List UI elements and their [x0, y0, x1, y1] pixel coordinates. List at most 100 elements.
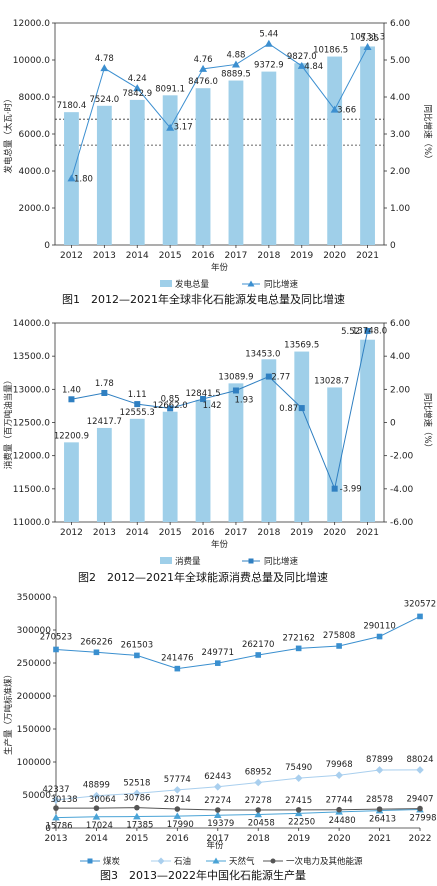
x-tick-label: 2014: [126, 528, 149, 538]
line-data-label: 1.78: [95, 379, 114, 389]
y-axis-title: 生产量（万吨标准煤）: [3, 670, 14, 755]
y-tick-label: 150000: [17, 725, 52, 735]
line-point: [214, 660, 221, 666]
line-data-label: 48899: [83, 781, 110, 791]
x-tick-label: 2020: [328, 834, 351, 844]
bar: [261, 71, 277, 245]
y2-tick-label: -6.00: [390, 518, 414, 528]
line-data-label: 75490: [285, 763, 312, 773]
line-point: [134, 401, 141, 408]
x-tick-label: 2021: [368, 834, 391, 844]
legend-marker: [248, 558, 254, 564]
legend-marker: [270, 858, 276, 864]
line-point: [363, 43, 372, 51]
line-data-label: 17385: [126, 821, 153, 831]
line-point: [336, 643, 342, 649]
line-data-label: 3.17: [174, 123, 193, 133]
line-point: [231, 60, 240, 68]
figure-caption: 图1 2012—2021年全球非化石能源发电总量及同比增速: [62, 292, 345, 306]
bar: [360, 339, 375, 522]
line-point: [298, 405, 305, 412]
x-tick-label: 2020: [323, 528, 346, 538]
legend-label: 石油: [174, 856, 191, 867]
legend-swatch-bar: [160, 557, 172, 564]
y-tick-label: 12000.0: [13, 452, 50, 462]
bar-data-label: 7524.0: [89, 95, 119, 105]
legend-label-bar: 消费量: [175, 556, 201, 567]
y-axis-title: 发电总量（太瓦·时）: [3, 94, 14, 173]
bar-data-label: 12662.0: [153, 401, 188, 411]
line-point: [364, 327, 371, 334]
y-tick-label: 11000.0: [13, 518, 50, 528]
line-point: [92, 791, 101, 800]
legend-marker: [212, 857, 220, 864]
bar-data-label: 9372.9: [254, 61, 284, 71]
bar: [129, 99, 145, 246]
bar-data-label: 13089.9: [218, 372, 253, 382]
line-point: [265, 373, 272, 380]
legend-label: 煤炭: [103, 856, 121, 867]
y-tick-label: 8000.0: [19, 93, 51, 103]
line-point: [174, 806, 181, 812]
line-data-label: 290110: [363, 622, 395, 632]
line-data-label: 19379: [207, 819, 234, 829]
y-tick-label: 2000.0: [19, 204, 51, 214]
y-tick-label: 0: [44, 241, 50, 251]
line-data-label: 249771: [202, 648, 234, 658]
line-data-label: -3.99: [340, 485, 362, 495]
line-data-label: 5.35: [360, 34, 379, 44]
y2-tick-label: -2.00: [390, 452, 414, 462]
series-line: [55, 615, 421, 670]
bar: [195, 399, 211, 522]
line-data-label: 57774: [164, 775, 191, 785]
y2-tick-label: 4.00: [390, 352, 410, 362]
bar-data-label: 13569.5: [284, 341, 319, 351]
bar: [360, 46, 375, 246]
line-point: [101, 389, 108, 396]
y2-axis-title: 同比增速（%）: [422, 393, 433, 452]
line-data-label: 1.80: [74, 174, 93, 184]
legend-swatch-bar: [160, 280, 172, 287]
line-data-label: 27415: [285, 796, 312, 806]
line-data-label: 17024: [86, 821, 113, 831]
line-data-label: 30786: [123, 794, 150, 804]
y-tick-label: 12000.0: [13, 19, 50, 29]
y-tick-label: 200000: [17, 692, 52, 702]
line-point: [213, 811, 222, 819]
line-data-label: 5.44: [259, 30, 278, 40]
legend-label-line: 同比增速: [264, 556, 299, 567]
line-point: [417, 613, 423, 620]
line-point: [133, 789, 141, 798]
bar: [162, 95, 178, 245]
x-tick-label: 2016: [192, 528, 215, 538]
y2-tick-label: 1.00: [390, 204, 410, 214]
y2-axis-title: 同比增速（%）: [422, 104, 433, 163]
y-tick-label: 14000.0: [13, 319, 50, 329]
line-point: [416, 766, 424, 774]
x-tick-label: 2014: [126, 251, 149, 261]
bar: [162, 411, 178, 522]
x-tick-label: 2015: [159, 251, 182, 261]
line-data-label: 270523: [40, 632, 72, 642]
y2-tick-label: 6.00: [390, 19, 410, 29]
x-axis-title: 年份: [211, 539, 229, 550]
line-data-label: 24480: [329, 816, 356, 826]
line-data-label: 26413: [369, 815, 396, 825]
series-line: [55, 769, 421, 801]
y-axis-title: 消费量（百万吨油当量）: [3, 376, 14, 470]
line-data-label: 1.11: [128, 390, 147, 400]
legend-marker: [87, 858, 93, 864]
bar-data-label: 8476.0: [188, 77, 218, 87]
line-point: [297, 61, 306, 69]
x-tick-label: 2014: [85, 834, 108, 844]
line-point: [295, 807, 302, 813]
series-line: [71, 330, 369, 491]
line-point: [67, 174, 76, 182]
line-point: [68, 396, 75, 403]
line-point: [173, 786, 182, 794]
line-point: [376, 633, 383, 640]
line-point: [174, 665, 181, 672]
y2-tick-label: 0: [390, 419, 396, 429]
line-point: [255, 652, 262, 658]
legend-label-bar: 发电总量: [175, 279, 210, 290]
